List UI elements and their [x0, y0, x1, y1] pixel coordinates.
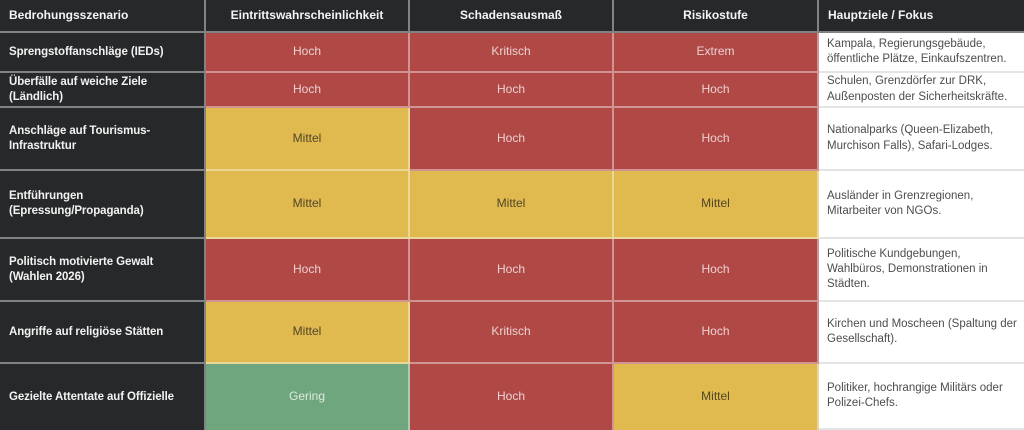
targets-cell: Ausländer in Grenzregionen, Mitarbeiter …: [819, 171, 1024, 239]
risk-cell: Extrem: [614, 33, 819, 73]
targets-cell: Kirchen und Moscheen (Spaltung der Gesel…: [819, 302, 1024, 364]
scenario-cell: Angriffe auf religiöse Stätten: [0, 302, 206, 364]
scenario-cell: Anschläge auf Tourismus-Infrastruktur: [0, 108, 206, 171]
risk-cell: Hoch: [614, 73, 819, 108]
probability-cell: Hoch: [206, 33, 410, 73]
probability-cell: Mittel: [206, 302, 410, 364]
impact-cell: Hoch: [410, 73, 614, 108]
probability-cell: Gering: [206, 364, 410, 430]
column-header-impact: Schadensausmaß: [410, 0, 614, 33]
probability-cell: Mittel: [206, 171, 410, 239]
targets-cell: Kampala, Regierungsgebäude, öffentliche …: [819, 33, 1024, 73]
impact-cell: Kritisch: [410, 302, 614, 364]
targets-cell: Politiker, hochrangige Militärs oder Pol…: [819, 364, 1024, 430]
risk-cell: Hoch: [614, 108, 819, 171]
risk-cell: Hoch: [614, 239, 819, 302]
scenario-cell: Gezielte Attentate auf Offizielle: [0, 364, 206, 430]
probability-cell: Hoch: [206, 73, 410, 108]
impact-cell: Hoch: [410, 364, 614, 430]
impact-cell: Kritisch: [410, 33, 614, 73]
column-header-probability: Eintrittswahrscheinlichkeit: [206, 0, 410, 33]
column-header-targets: Hauptziele / Fokus: [819, 0, 1024, 33]
probability-cell: Mittel: [206, 108, 410, 171]
scenario-cell: Sprengstoffanschläge (IEDs): [0, 33, 206, 73]
targets-cell: Politische Kundgebungen, Wahlbüros, Demo…: [819, 239, 1024, 302]
column-header-scenario: Bedrohungsszenario: [0, 0, 206, 33]
targets-cell: Schulen, Grenzdörfer zur DRK, Außenposte…: [819, 73, 1024, 108]
risk-cell: Mittel: [614, 171, 819, 239]
scenario-cell: Überfälle auf weiche Ziele (Ländlich): [0, 73, 206, 108]
column-header-risk: Risikostufe: [614, 0, 819, 33]
impact-cell: Mittel: [410, 171, 614, 239]
scenario-cell: Entführungen (Epressung/Propaganda): [0, 171, 206, 239]
targets-cell: Nationalparks (Queen-Elizabeth, Murchiso…: [819, 108, 1024, 171]
probability-cell: Hoch: [206, 239, 410, 302]
scenario-cell: Politisch motivierte Gewalt (Wahlen 2026…: [0, 239, 206, 302]
impact-cell: Hoch: [410, 239, 614, 302]
impact-cell: Hoch: [410, 108, 614, 171]
risk-cell: Mittel: [614, 364, 819, 430]
risk-cell: Hoch: [614, 302, 819, 364]
